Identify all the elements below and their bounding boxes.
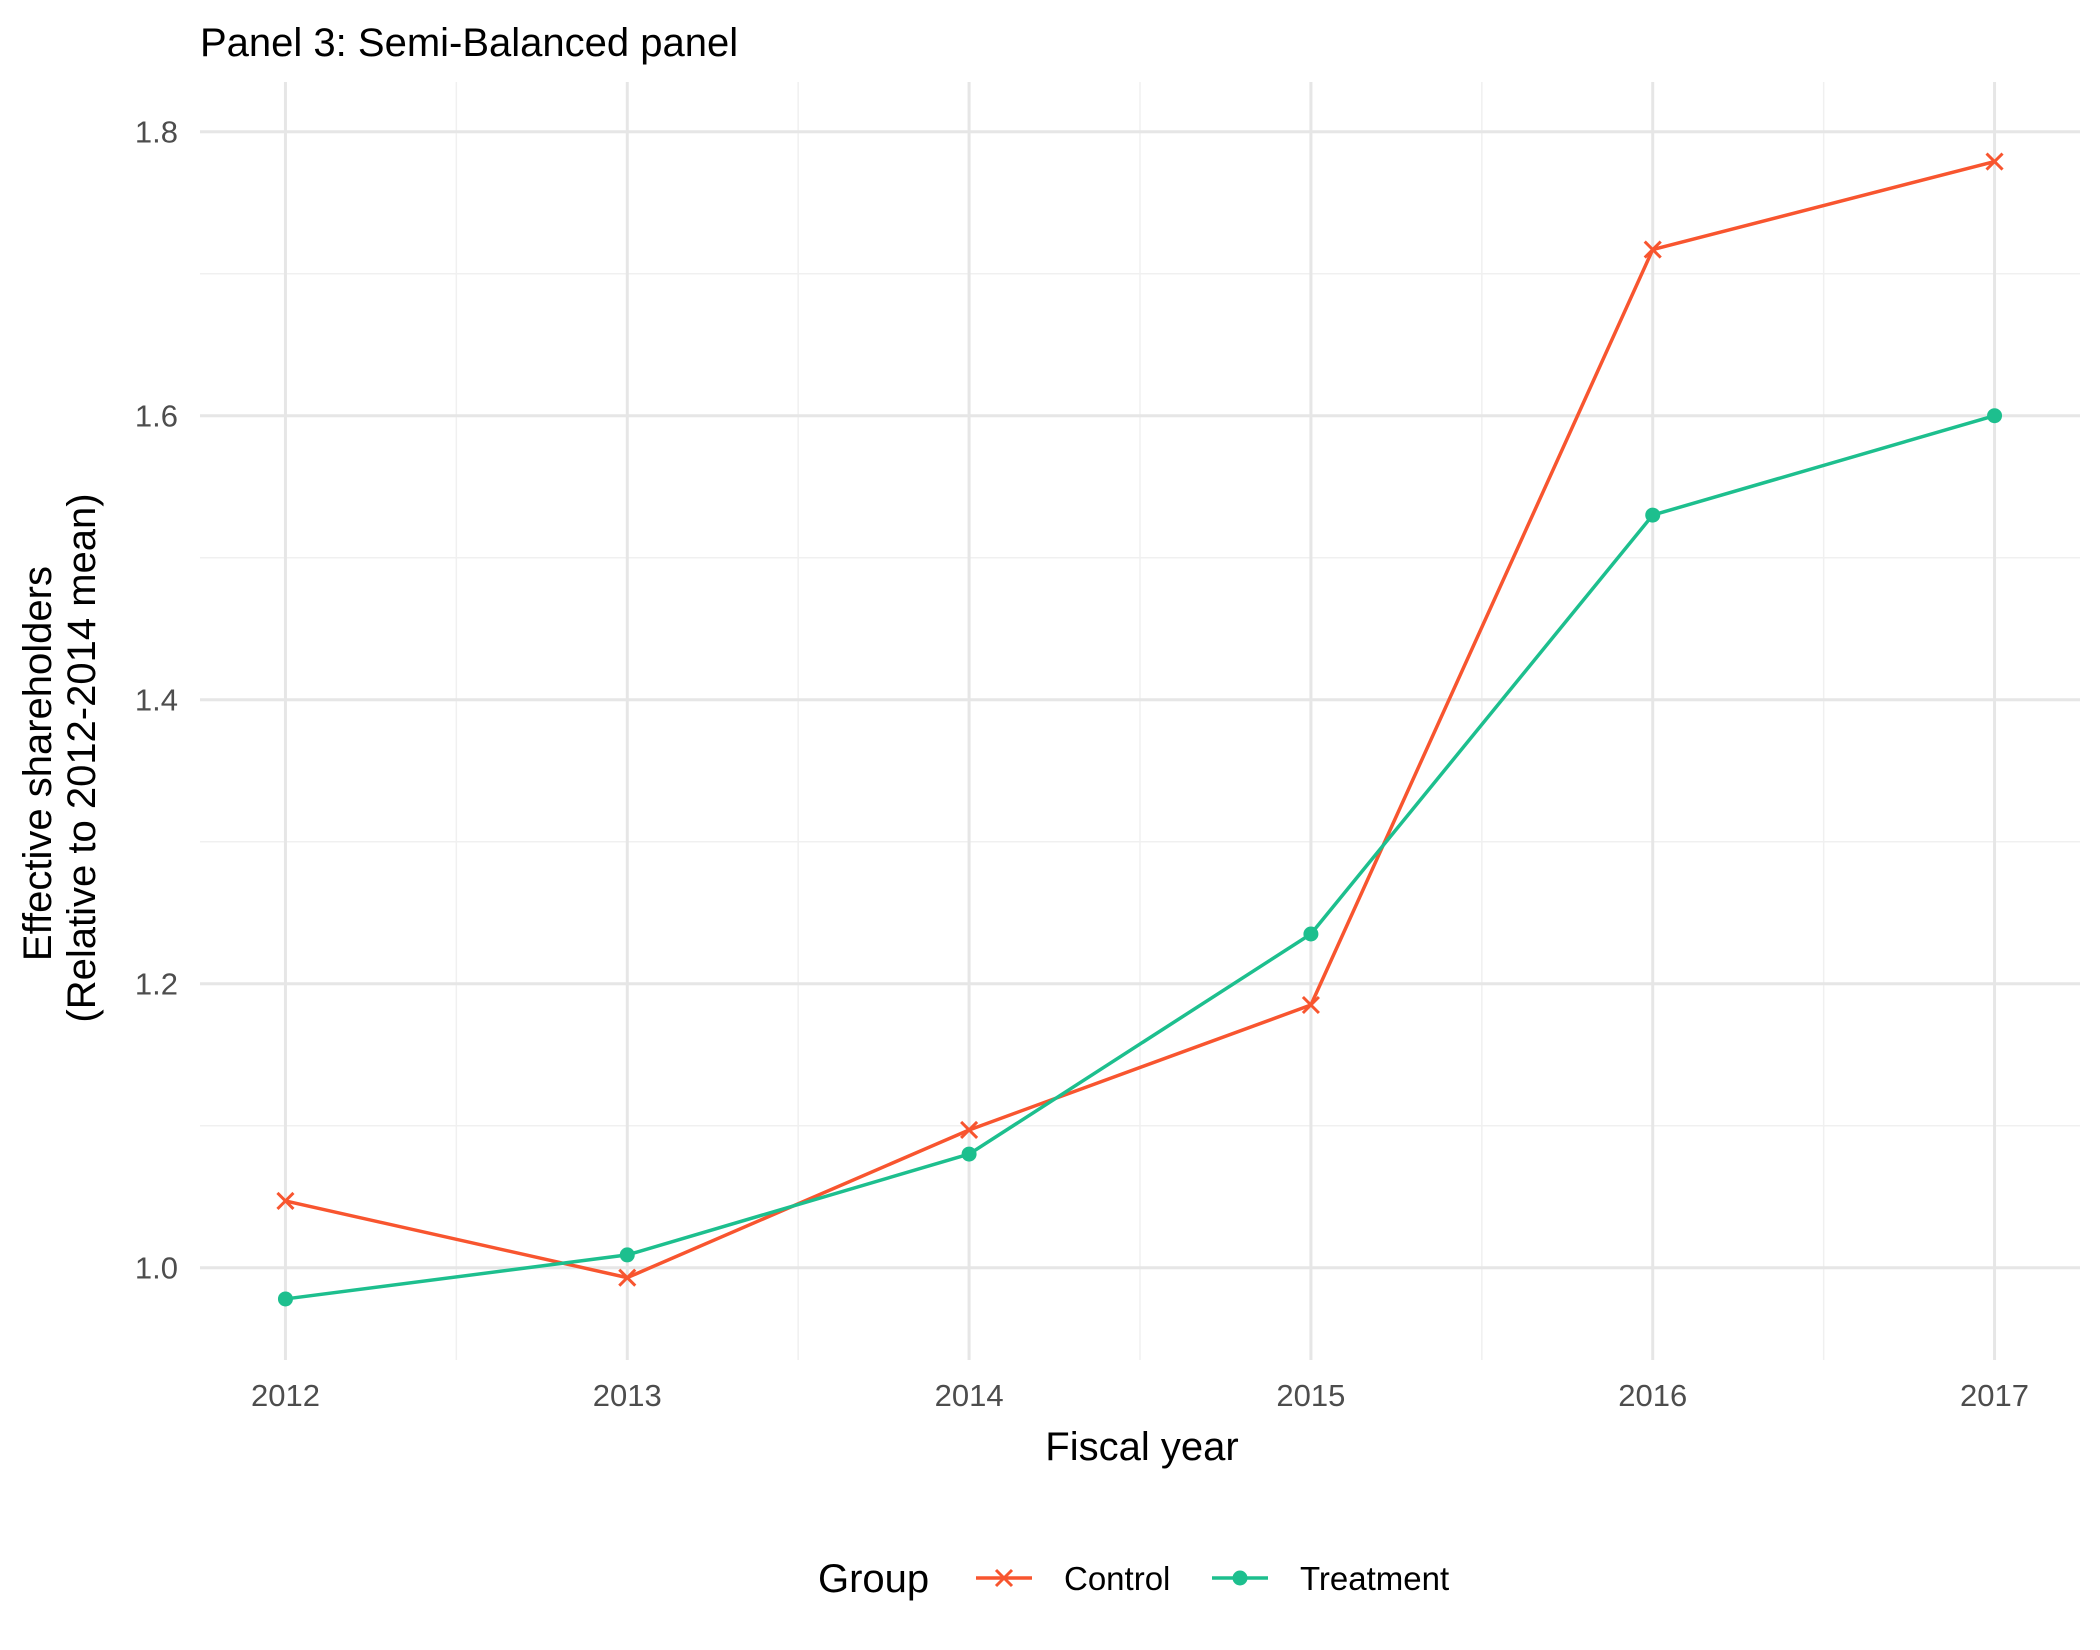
series-control — [276, 152, 2004, 1287]
data-point-control — [1985, 152, 2004, 171]
x-axis-ticks: 2012 2013 2014 2015 2016 2017 — [251, 1378, 2029, 1413]
legend-title: Group — [818, 1557, 929, 1601]
y-tick-label: 1.4 — [135, 683, 178, 718]
data-point-treatment — [277, 1291, 293, 1307]
legend-key-marker — [1232, 1570, 1248, 1586]
legend: Group Control Treatment — [818, 1557, 1449, 1601]
data-point-treatment — [619, 1247, 635, 1263]
data-point-treatment — [1987, 408, 2003, 424]
data-point-control — [1643, 240, 1662, 259]
y-axis-ticks: 1.0 1.2 1.4 1.6 1.8 — [135, 115, 178, 1286]
legend-key-marker — [994, 1568, 1014, 1588]
data-point-treatment — [1645, 507, 1661, 523]
data-point-control — [618, 1268, 637, 1287]
y-tick-label: 1.6 — [135, 399, 178, 434]
data-point-treatment — [961, 1146, 977, 1162]
y-tick-label: 1.2 — [135, 967, 178, 1002]
data-point-control — [1301, 995, 1320, 1015]
x-tick-label: 2012 — [251, 1378, 320, 1413]
y-axis-title-line-2: (Relative to 2012-2014 mean) — [60, 493, 104, 1022]
data-point-treatment — [1303, 926, 1319, 942]
data-point-control — [960, 1120, 979, 1140]
data-point-control — [276, 1191, 295, 1211]
series-layer — [276, 152, 2004, 1307]
chart-title: Panel 3: Semi-Balanced panel — [200, 21, 738, 65]
legend-label-treatment: Treatment — [1300, 1560, 1449, 1597]
y-tick-label: 1.0 — [135, 1251, 178, 1286]
legend-item-treatment: Treatment — [1212, 1560, 1449, 1597]
y-axis-title: Effective shareholders (Relative to 2012… — [16, 493, 104, 1022]
x-tick-label: 2017 — [1960, 1378, 2029, 1413]
legend-items: Control Treatment — [976, 1560, 1449, 1597]
x-tick-label: 2015 — [1276, 1378, 1345, 1413]
grid — [200, 82, 2080, 1360]
x-tick-label: 2016 — [1618, 1378, 1687, 1413]
legend-item-control: Control — [976, 1560, 1170, 1597]
x-tick-label: 2013 — [593, 1378, 662, 1413]
x-axis-title: Fiscal year — [1045, 1425, 1238, 1469]
x-tick-label: 2014 — [935, 1378, 1004, 1413]
y-tick-label: 1.8 — [135, 115, 178, 150]
y-axis-title-line-1: Effective shareholders — [16, 566, 60, 961]
series-line-treatment — [285, 414, 1996, 1301]
legend-label-control: Control — [1064, 1560, 1170, 1597]
series-treatment — [277, 408, 2003, 1307]
series-line-control — [285, 159, 1995, 1280]
